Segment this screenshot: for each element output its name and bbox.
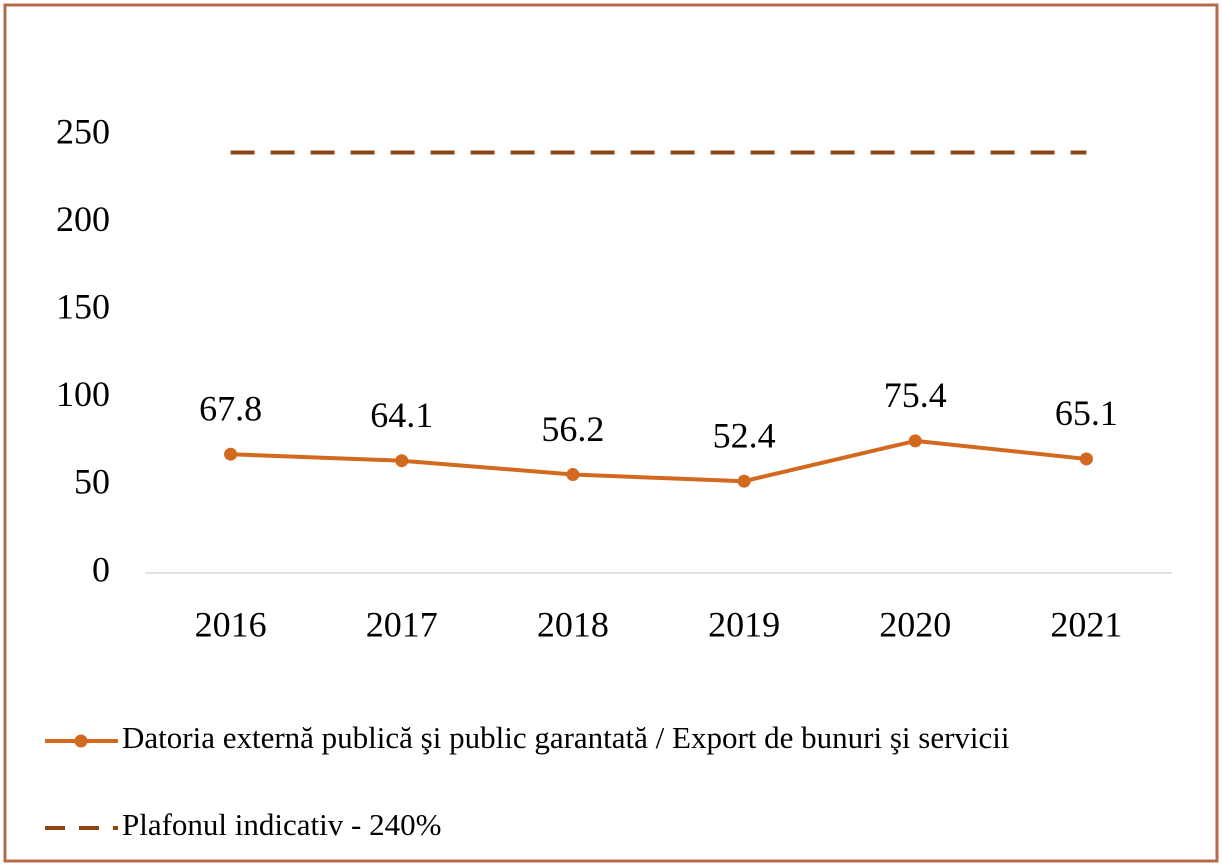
data-label: 52.4: [713, 415, 776, 455]
data-label: 75.4: [884, 375, 947, 415]
x-tick-label: 2021: [1050, 604, 1122, 644]
data-label: 64.1: [370, 395, 433, 435]
data-label: 56.2: [541, 409, 604, 449]
x-tick-label: 2017: [366, 604, 438, 644]
data-point: [566, 468, 580, 482]
series-line: [230, 438, 1087, 484]
data-point: [1079, 452, 1093, 466]
data-label: 67.8: [199, 388, 262, 428]
y-tick-label: 100: [56, 374, 110, 414]
y-tick-label: 150: [56, 286, 110, 326]
x-tick-label: 2019: [708, 604, 780, 644]
x-tick-label: 2020: [879, 604, 951, 644]
y-tick-label: 0: [92, 549, 110, 589]
legend-label: Datoria externă publică şi public garant…: [122, 720, 1010, 755]
y-tick-label: 50: [74, 462, 110, 502]
data-point: [908, 434, 922, 448]
y-tick-label: 200: [56, 199, 110, 239]
data-point: [224, 447, 238, 461]
data-point: [737, 474, 751, 488]
y-tick-label: 250: [56, 111, 110, 151]
x-tick-label: 2016: [195, 604, 267, 644]
legend-label: Plafonul indicativ - 240%: [122, 807, 441, 842]
data-label: 65.1: [1055, 393, 1118, 433]
chart-border: [3, 3, 1219, 863]
data-point: [395, 454, 409, 468]
legend-marker: [74, 734, 88, 748]
x-tick-label: 2018: [537, 604, 609, 644]
